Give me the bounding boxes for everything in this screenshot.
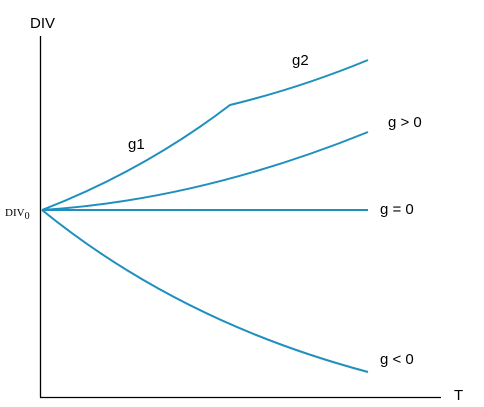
curve-g1-g2 [41, 59, 369, 211]
curve-label: g = 0 [380, 201, 414, 218]
origin-label-text: DIV [5, 207, 25, 219]
curve-label: g1 [128, 136, 145, 153]
origin-label: DIV0 [5, 207, 30, 222]
curve-label: g > 0 [388, 114, 422, 131]
x-axis-label: T [454, 387, 463, 404]
curve-label: g < 0 [380, 351, 414, 368]
curve-label: g2 [292, 52, 309, 69]
curve-g-positive [41, 131, 369, 211]
y-axis-label: DIV [30, 15, 55, 32]
origin-label-subscript: 0 [25, 211, 30, 222]
curve-g-negative [41, 209, 369, 373]
